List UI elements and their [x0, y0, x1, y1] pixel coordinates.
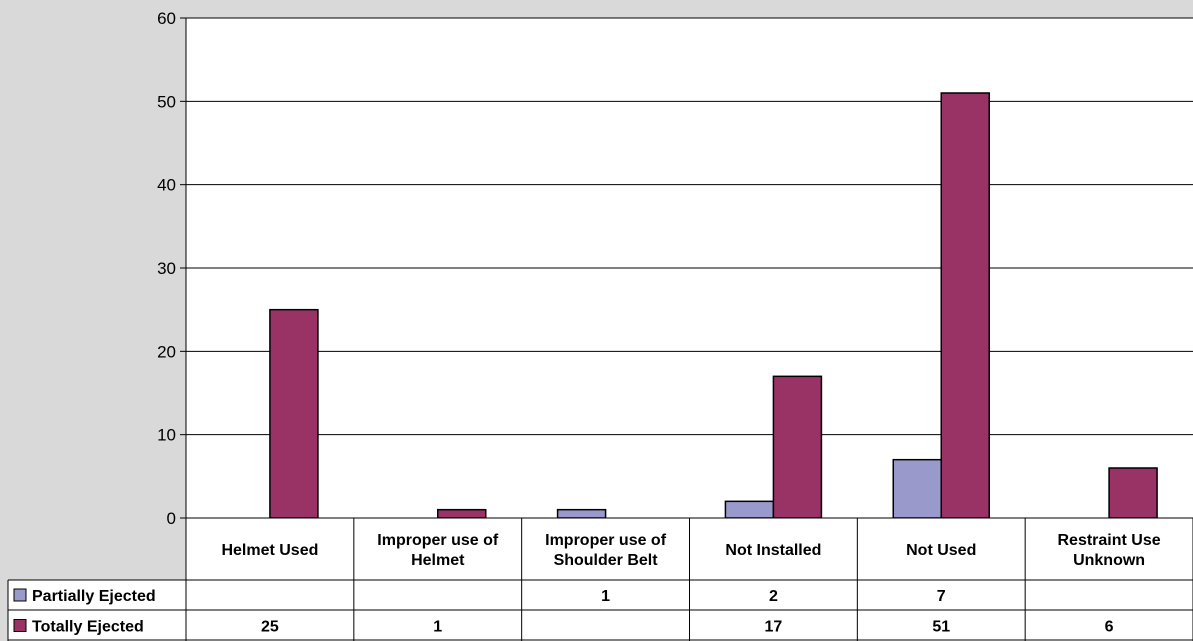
category-label: Restraint Use	[1058, 532, 1161, 549]
y-tick-label: 50	[157, 92, 176, 111]
table-value: 7	[937, 588, 946, 605]
bar	[940, 92, 990, 519]
bar	[556, 508, 607, 519]
table-value: 51	[932, 619, 950, 636]
table-value: 25	[261, 619, 279, 636]
category-label: Shoulder Belt	[554, 552, 659, 569]
legend-swatch	[13, 588, 27, 602]
category-label: Unknown	[1073, 552, 1145, 569]
y-tick-label: 30	[157, 259, 176, 278]
bar	[724, 500, 775, 519]
y-tick-label: 40	[157, 176, 176, 195]
bar	[892, 458, 942, 519]
gridlines	[186, 17, 1193, 436]
bar	[1108, 467, 1158, 519]
y-tick-label: 20	[157, 342, 176, 361]
data-table: Helmet Used Improper use of Helmet Improper…	[7, 517, 1193, 641]
category-label: Not Installed	[725, 542, 821, 559]
category-label: Helmet Used	[221, 542, 318, 559]
bar	[772, 375, 823, 519]
table-value: 2	[769, 588, 778, 605]
y-tick-label: 10	[157, 426, 176, 445]
category-label: Helmet	[411, 552, 465, 569]
y-tick-label: 0	[167, 509, 176, 528]
y-axis-ticks: 0 10 20 30 40 50 60	[157, 9, 187, 528]
legend-label: Partially Ejected	[32, 588, 156, 605]
bar	[269, 308, 319, 519]
category-label: Improper use of	[545, 532, 667, 549]
table-value: 1	[433, 619, 442, 636]
category-label: Improper use of	[377, 532, 499, 549]
table-value: 6	[1105, 619, 1114, 636]
legend-label: Totally Ejected	[32, 619, 144, 636]
legend-swatch	[13, 619, 27, 632]
bar	[437, 508, 487, 519]
table-value: 17	[765, 619, 783, 636]
category-label: Not Used	[906, 542, 976, 559]
y-tick-label: 60	[157, 9, 176, 28]
table-value: 1	[601, 588, 610, 605]
